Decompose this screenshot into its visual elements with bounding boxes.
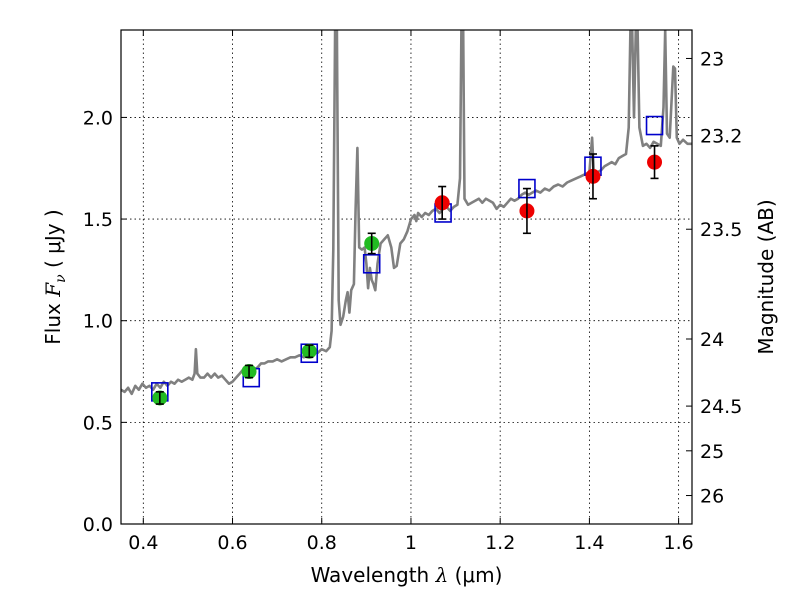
y2-tick-label: 26 [700, 486, 724, 508]
y2-tick-label: 24.5 [700, 396, 742, 418]
x-tick-label: 0.4 [128, 532, 158, 554]
y-tick-label: 0.5 [83, 412, 113, 434]
y-tick-label: 1.0 [83, 311, 113, 333]
y-tick-label: 0.0 [83, 514, 113, 536]
x-tick-label: 1.6 [664, 532, 694, 554]
y-axis-label: Flux Fν ( μJy ) [41, 209, 69, 344]
x-tick-label: 0.8 [307, 532, 337, 554]
y-tick-label: 1.5 [83, 209, 113, 231]
plot-frame [121, 30, 692, 524]
axis-ticks: 0.4 0.6 0.8 1 1.2 1.4 1.6 0.0 0.5 1.0 1.5 2.0 23 23.2… [83, 30, 743, 554]
model-box-marker [647, 117, 663, 135]
grid-lines [121, 30, 692, 524]
y-tick-label: 2.0 [83, 107, 113, 129]
x-tick-label: 1.2 [485, 532, 515, 554]
x-tick-label: 1 [405, 532, 417, 554]
y2-axis-label: Magnitude (AB) [754, 199, 778, 354]
x-tick-label: 1.4 [574, 532, 604, 554]
x-tick-label: 0.6 [217, 532, 247, 554]
x-axis-label: Wavelength λ (μm) [311, 563, 503, 587]
y2-tick-label: 25 [700, 441, 724, 463]
y2-tick-label: 24 [700, 329, 724, 351]
y2-tick-label: 23 [700, 48, 724, 70]
plot-data [121, 30, 692, 405]
y2-tick-label: 23.5 [700, 219, 742, 241]
y2-tick-label: 23.2 [700, 126, 742, 148]
spectrum-line [121, 30, 692, 394]
